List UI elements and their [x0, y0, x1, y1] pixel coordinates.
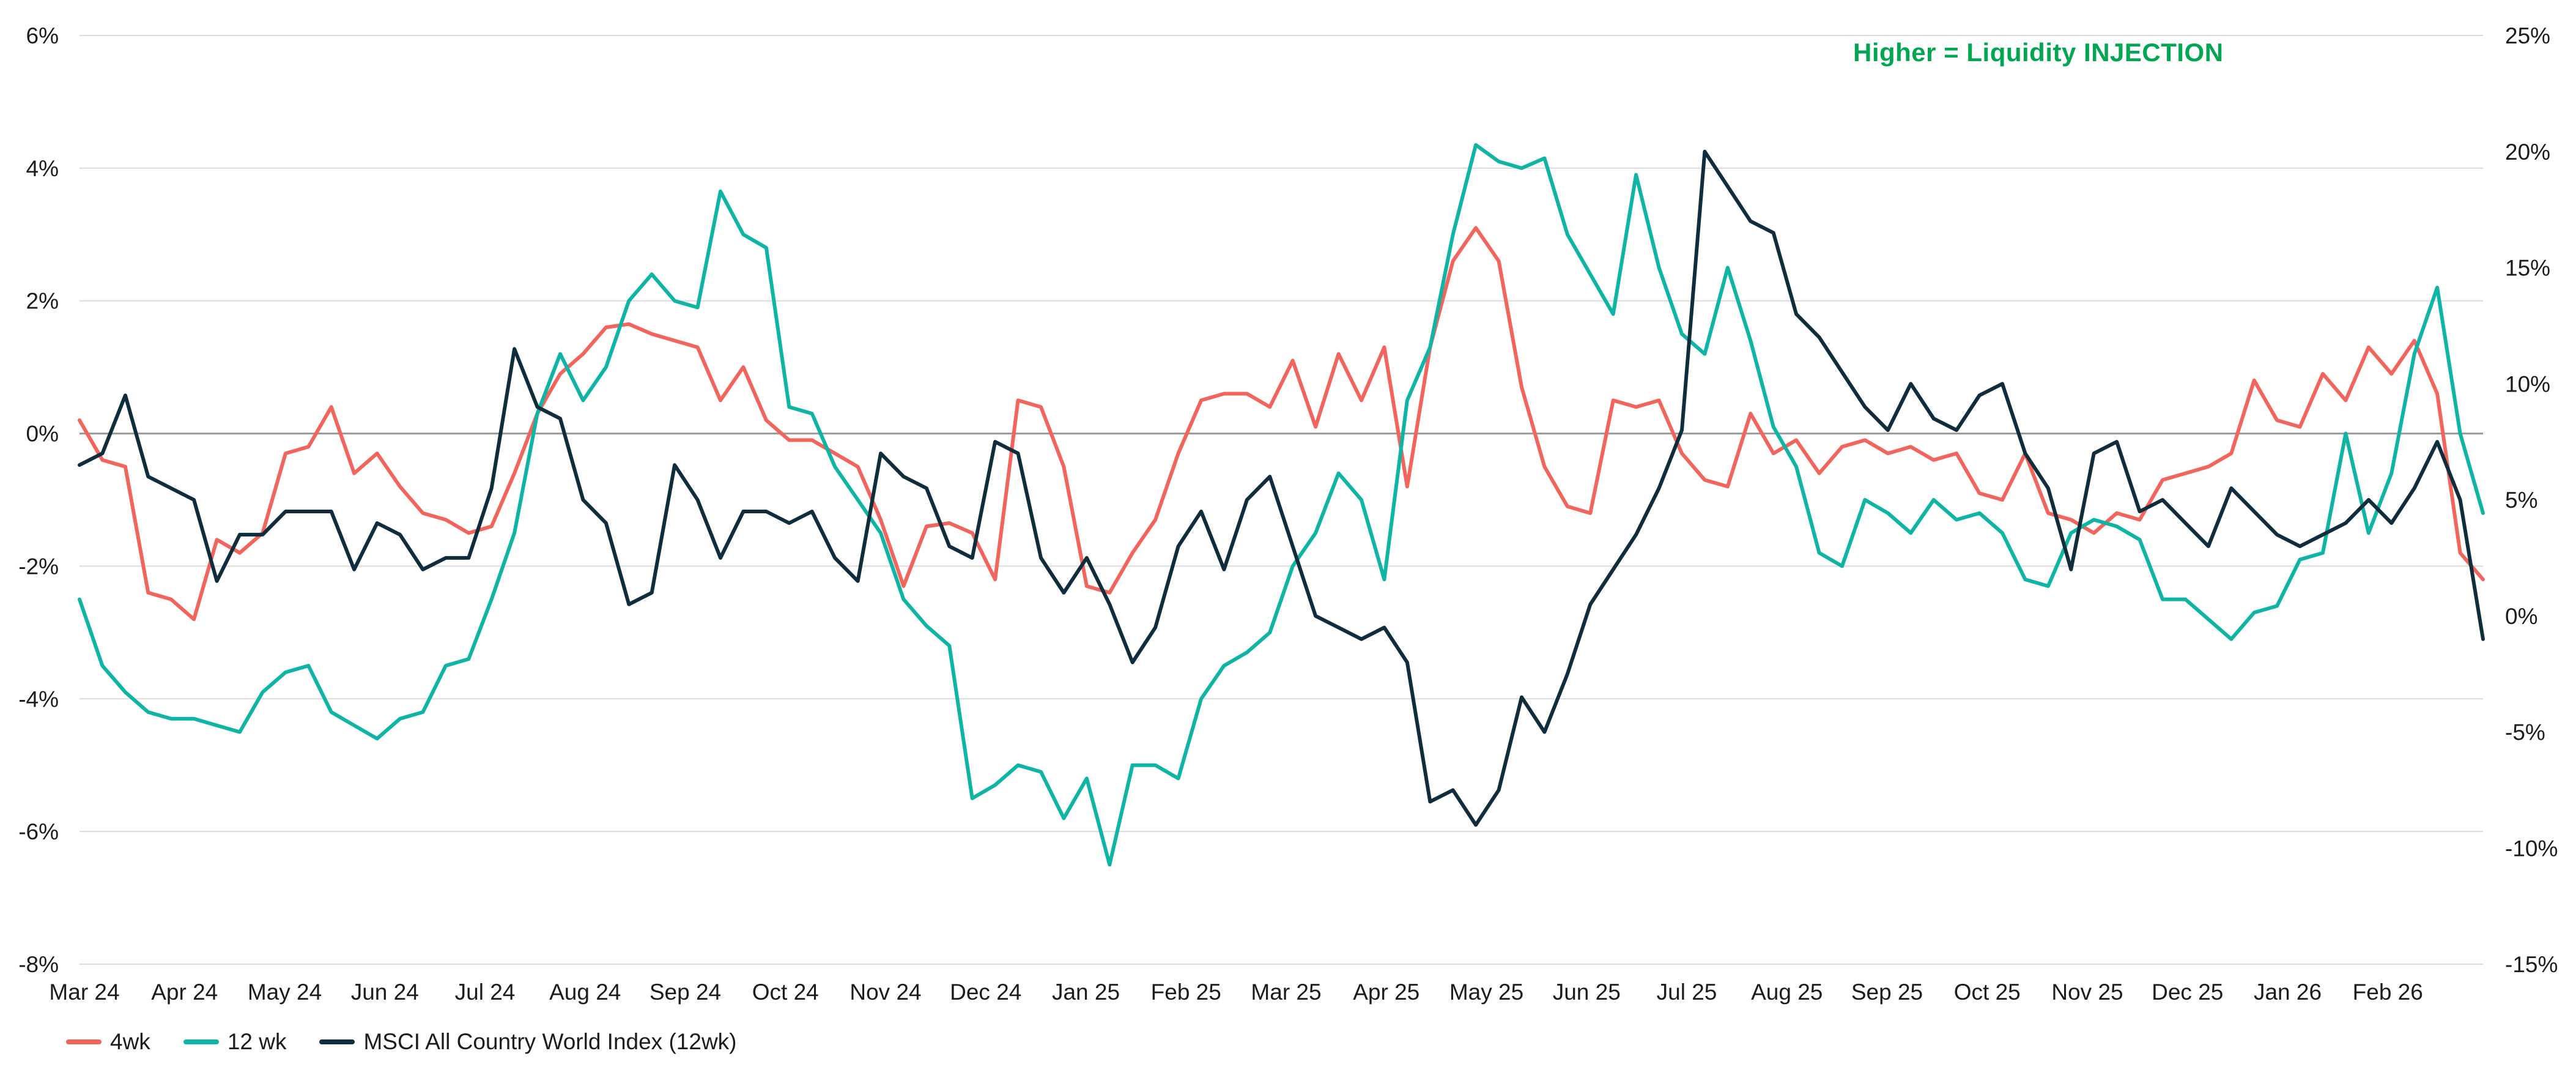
left-axis-tick: 4%	[26, 156, 59, 181]
right-axis-tick: -15%	[2505, 952, 2558, 977]
x-axis-tick: Aug 25	[1751, 979, 1823, 1005]
x-axis-tick: Mar 24	[49, 979, 119, 1005]
right-axis-tick: 10%	[2505, 371, 2550, 396]
legend-label-4wk: 4wk	[110, 1029, 150, 1054]
x-axis-tick: Sep 24	[650, 979, 721, 1005]
x-axis-tick: Nov 24	[849, 979, 921, 1005]
legend-swatch-4wk	[66, 1039, 102, 1044]
x-axis-tick: Jan 26	[2254, 979, 2322, 1005]
right-axis-tick: 15%	[2505, 256, 2550, 281]
x-axis-tick: Jun 25	[1553, 979, 1621, 1005]
legend-item-4wk[interactable]: 4wk	[66, 1029, 150, 1055]
legend-label-msci: MSCI All Country World Index (12wk)	[363, 1029, 737, 1054]
right-axis-tick: 0%	[2505, 604, 2537, 629]
legend-swatch-12wk	[183, 1039, 219, 1044]
x-axis-tick: May 25	[1449, 979, 1523, 1005]
x-axis-tick: Oct 24	[752, 979, 819, 1005]
x-axis-tick: Mar 25	[1251, 979, 1321, 1005]
x-axis-tick: Sep 25	[1851, 979, 1923, 1005]
right-axis-tick: 25%	[2505, 23, 2550, 48]
x-axis-tick: Apr 24	[151, 979, 218, 1005]
left-axis-tick: 6%	[26, 23, 59, 48]
legend-label-12wk: 12 wk	[227, 1029, 287, 1054]
x-axis-tick: Dec 24	[950, 979, 1021, 1005]
left-axis-tick: -4%	[18, 686, 59, 712]
right-axis-tick: -5%	[2505, 720, 2545, 745]
x-axis-tick: Jan 25	[1052, 979, 1120, 1005]
left-axis-tick: -8%	[18, 952, 59, 977]
x-axis-tick: May 24	[248, 979, 322, 1005]
legend-item-msci[interactable]: MSCI All Country World Index (12wk)	[319, 1029, 736, 1055]
x-axis-tick: Aug 24	[549, 979, 621, 1005]
left-axis-tick: -2%	[18, 554, 59, 579]
x-axis-tick: Jun 24	[351, 979, 419, 1005]
series-line-12-wk	[78, 143, 2485, 867]
x-axis-tick: Oct 25	[1954, 979, 2021, 1005]
x-axis-tick: Feb 26	[2353, 979, 2423, 1005]
x-axis-tick: Jul 24	[455, 979, 516, 1005]
annotation-liquidity: Higher = Liquidity INJECTION	[1853, 38, 2224, 67]
chart-legend: 4wk 12 wk MSCI All Country World Index (…	[66, 1029, 736, 1055]
right-axis-tick: -10%	[2505, 836, 2558, 861]
x-axis-tick: Apr 25	[1353, 979, 1419, 1005]
legend-item-12wk[interactable]: 12 wk	[183, 1029, 287, 1055]
left-axis-tick: -6%	[18, 819, 59, 844]
x-axis-tick: Feb 25	[1151, 979, 1221, 1005]
right-axis-tick: 20%	[2505, 139, 2550, 165]
series-line-msci-all-country-world-index-(12wk)	[78, 149, 2485, 827]
x-axis-tick: Dec 25	[2152, 979, 2223, 1005]
x-axis-tick: Nov 25	[2051, 979, 2123, 1005]
right-axis-tick: 5%	[2505, 488, 2537, 513]
legend-swatch-msci	[319, 1039, 355, 1044]
left-axis-tick: 2%	[26, 289, 59, 314]
left-axis-tick: 0%	[26, 422, 59, 447]
x-axis-tick: Jul 25	[1657, 979, 1717, 1005]
